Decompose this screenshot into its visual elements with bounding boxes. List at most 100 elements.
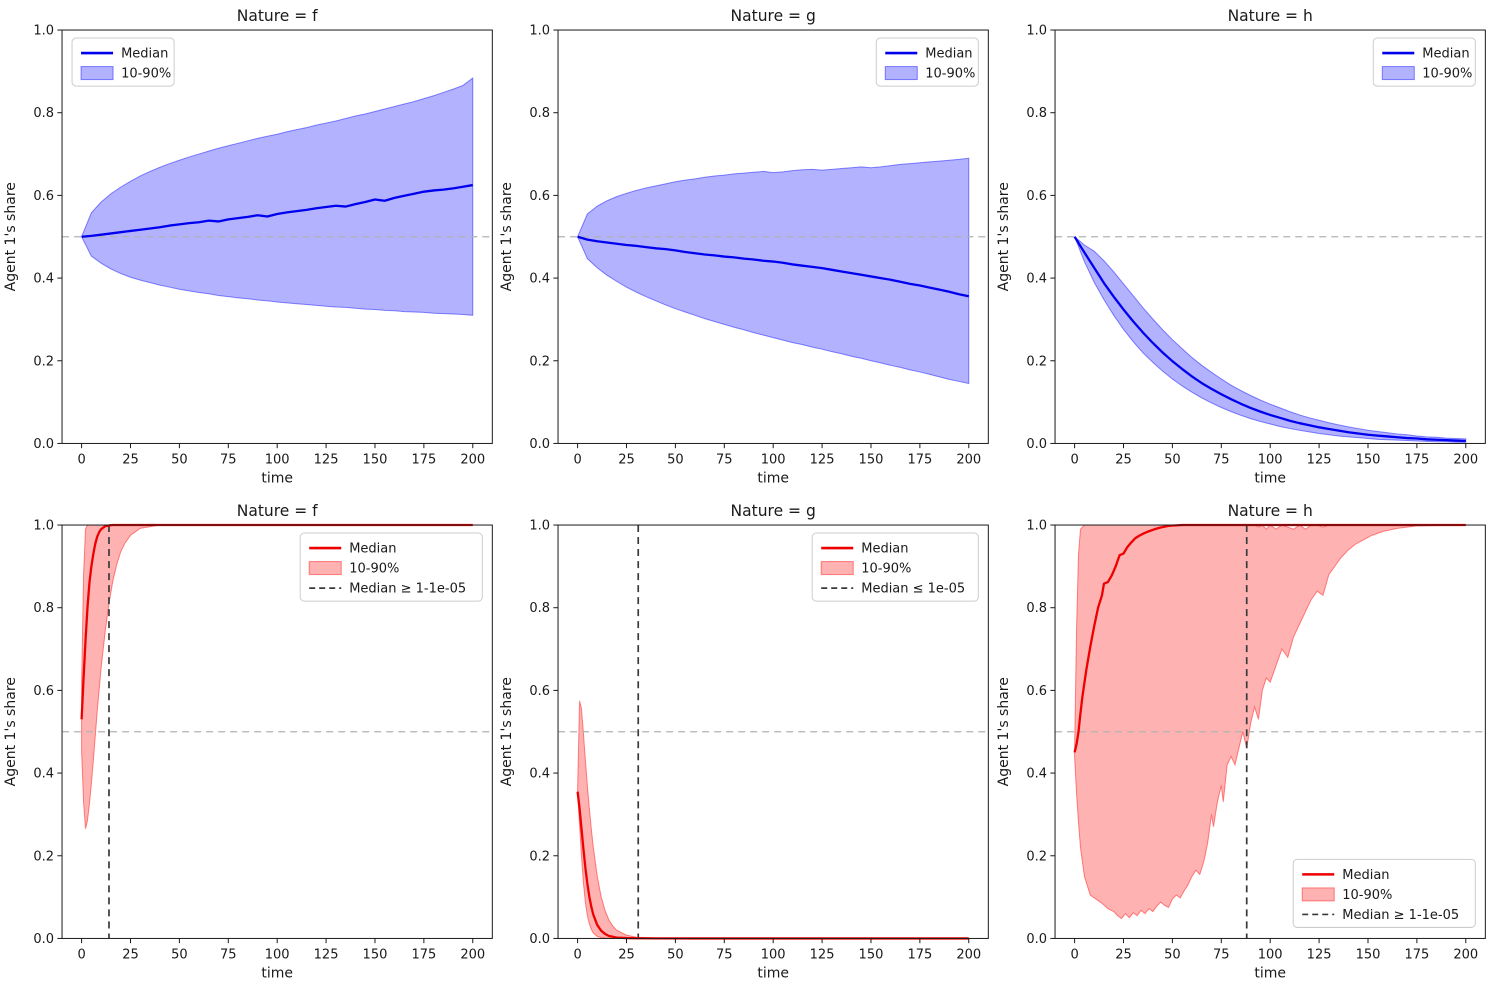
median-line bbox=[577, 235, 970, 298]
x-tick-label: 175 bbox=[411, 452, 436, 467]
y-tick-label: 0.0 bbox=[1026, 437, 1047, 452]
subplot-title: Nature = g bbox=[731, 7, 816, 25]
axes-spines bbox=[557, 524, 990, 939]
x-tick-label: 125 bbox=[314, 947, 339, 962]
x-tick-label: 50 bbox=[667, 452, 684, 467]
x-tick-label: 25 bbox=[1115, 452, 1132, 467]
x-tick-label: 50 bbox=[171, 452, 188, 467]
x-tick-label: 25 bbox=[619, 947, 636, 962]
x-tick-label: 200 bbox=[460, 947, 485, 962]
x-tick-label: 175 bbox=[411, 947, 436, 962]
legend-label: Median bbox=[862, 541, 909, 556]
x-tick-label: 150 bbox=[1355, 452, 1380, 467]
chart-svg-top-nature-g: 0 25 50 75 100 125 150 175 200 0.0 0.2 0.4 0.6 0.8 1.0… bbox=[499, 7, 990, 486]
x-tick-label: 125 bbox=[1306, 452, 1331, 467]
legend-swatch-band-patch bbox=[1301, 886, 1335, 901]
legend-box bbox=[812, 532, 980, 602]
x-tick-label: 175 bbox=[908, 947, 933, 962]
x-tick-label: 125 bbox=[810, 452, 835, 467]
y-tick-label: 0.4 bbox=[1026, 766, 1047, 781]
y-tick-label: 0.2 bbox=[1026, 849, 1047, 864]
legend-swatch-band-patch bbox=[821, 560, 855, 575]
x-axis-label: time bbox=[758, 965, 790, 981]
y-tick-label: 1.0 bbox=[530, 518, 551, 533]
y-tick-label: 0.4 bbox=[33, 272, 54, 287]
x-tick-label: 125 bbox=[314, 452, 339, 467]
y-tick-label: 0.2 bbox=[530, 354, 551, 369]
x-tick-label: 75 bbox=[716, 947, 733, 962]
y-tick-label: 0.4 bbox=[530, 272, 551, 287]
x-tick-label: 100 bbox=[1257, 452, 1282, 467]
legend-label: 10-90% bbox=[1342, 887, 1392, 902]
x-tick-label: 200 bbox=[1453, 947, 1478, 962]
median-line bbox=[1073, 236, 1466, 443]
x-tick-label: 200 bbox=[460, 452, 485, 467]
subplot-top-nature-g: 0 25 50 75 100 125 150 175 200 0.0 0.2 0.4 0.6 0.8 1.0… bbox=[496, 0, 992, 495]
y-axis-label: Agent 1's share bbox=[3, 677, 19, 786]
y-tick-label: 1.0 bbox=[33, 24, 54, 39]
y-tick-label: 1.0 bbox=[530, 24, 551, 39]
x-tick-label: 0 bbox=[77, 452, 85, 467]
axes-spines bbox=[1054, 524, 1486, 939]
y-tick-label: 0.8 bbox=[530, 601, 551, 616]
x-tick-label: 125 bbox=[1306, 947, 1331, 962]
legend-label: Median ≥ 1-1e-05 bbox=[1342, 907, 1459, 922]
subplot-top-nature-h: 0 25 50 75 100 125 150 175 200 0.0 0.2 0.4 0.6 0.8 1.0… bbox=[993, 0, 1489, 495]
x-tick-label: 175 bbox=[908, 452, 933, 467]
x-tick-label: 100 bbox=[761, 452, 786, 467]
x-tick-label: 200 bbox=[957, 947, 982, 962]
x-tick-label: 25 bbox=[122, 452, 139, 467]
median-line bbox=[1073, 523, 1466, 753]
chart-svg-top-nature-h: 0 25 50 75 100 125 150 175 200 0.0 0.2 0.4 0.6 0.8 1.0… bbox=[996, 7, 1486, 486]
x-tick-label: 75 bbox=[220, 452, 237, 467]
x-tick-label: 50 bbox=[1164, 452, 1181, 467]
legend-label: Median ≥ 1-1e-05 bbox=[349, 581, 466, 596]
y-tick-label: 0.8 bbox=[33, 106, 54, 121]
legend-label: Median ≤ 1e-05 bbox=[862, 581, 966, 596]
legend-box bbox=[1372, 37, 1476, 87]
x-tick-label: 50 bbox=[667, 947, 684, 962]
y-axis-label: Agent 1's share bbox=[499, 677, 515, 786]
axes-spines bbox=[61, 524, 493, 939]
legend-swatch-band-patch bbox=[885, 66, 919, 81]
x-tick-label: 75 bbox=[1213, 452, 1230, 467]
legend-label: 10-90% bbox=[121, 67, 171, 82]
y-tick-label: 0.0 bbox=[530, 931, 551, 946]
y-tick-label: 0.8 bbox=[33, 601, 54, 616]
x-tick-label: 100 bbox=[265, 947, 290, 962]
legend-label: Median bbox=[121, 47, 168, 62]
y-tick-label: 0.8 bbox=[1026, 106, 1047, 121]
x-tick-label: 50 bbox=[1164, 947, 1181, 962]
x-tick-label: 0 bbox=[574, 947, 582, 962]
legend-box bbox=[71, 37, 175, 87]
x-axis-label: time bbox=[261, 965, 293, 981]
band-10-90 bbox=[1073, 236, 1466, 443]
x-axis-label: time bbox=[758, 470, 790, 486]
subplot-title: Nature = h bbox=[1227, 502, 1312, 520]
x-tick-label: 100 bbox=[265, 452, 290, 467]
y-tick-label: 1.0 bbox=[1026, 518, 1047, 533]
y-tick-label: 0.4 bbox=[33, 766, 54, 781]
legend-box bbox=[876, 37, 980, 87]
x-axis-label: time bbox=[1254, 470, 1286, 486]
x-tick-label: 25 bbox=[1115, 947, 1132, 962]
y-tick-label: 0.8 bbox=[1026, 601, 1047, 616]
legend-label: Median bbox=[1342, 867, 1389, 882]
subplot-title: Nature = f bbox=[237, 7, 318, 25]
x-tick-label: 125 bbox=[810, 947, 835, 962]
legend-box bbox=[1292, 858, 1476, 928]
chart-svg-bottom-nature-g: 0 25 50 75 100 125 150 175 200 0.0 0.2 0.4 0.6 0.8 1.0… bbox=[499, 502, 990, 981]
chart-svg-bottom-nature-f: 0 25 50 75 100 125 150 175 200 0.0 0.2 0.4 0.6 0.8 1.0… bbox=[3, 502, 493, 981]
legend-swatch-band-patch bbox=[1381, 66, 1415, 81]
y-tick-label: 1.0 bbox=[1026, 24, 1047, 39]
band-10-90 bbox=[577, 700, 970, 939]
x-tick-label: 25 bbox=[619, 452, 636, 467]
y-axis-label: Agent 1's share bbox=[996, 182, 1012, 291]
y-tick-label: 0.4 bbox=[1026, 272, 1047, 287]
x-tick-label: 100 bbox=[1257, 947, 1282, 962]
legend-label: Median bbox=[349, 541, 396, 556]
y-axis-label: Agent 1's share bbox=[3, 182, 19, 291]
legend: Median 10-90% bbox=[71, 37, 175, 87]
legend-label: 10-90% bbox=[349, 561, 399, 576]
